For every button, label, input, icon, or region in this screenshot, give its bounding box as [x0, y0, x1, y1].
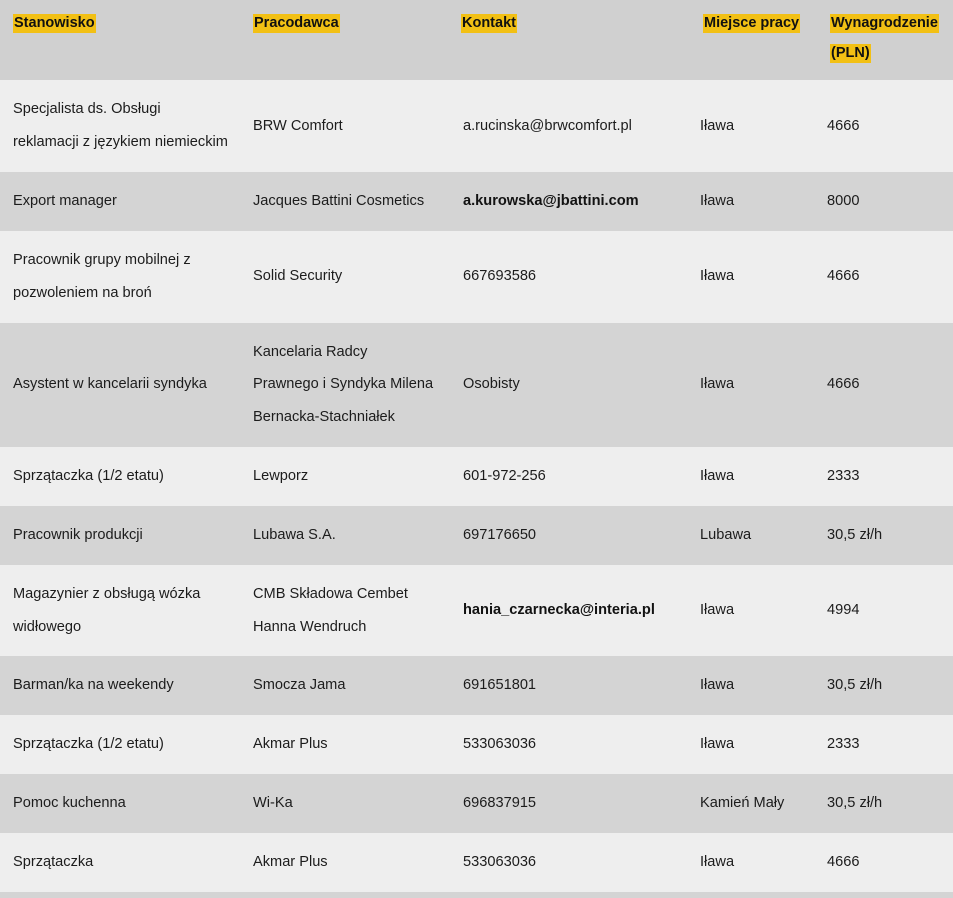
cell-position: Asystent w kancelarii syndyka [13, 376, 207, 393]
cell-place: Iława [700, 468, 735, 485]
header-label: Wynagrodzenie (PLN) [830, 14, 939, 63]
cell-employer: Akmar Plus [253, 853, 328, 870]
table-row[interactable]: Sprzątaczka Akmar Plus 533063036 Iława 4666 [0, 832, 953, 892]
next-row-partial [0, 891, 953, 898]
cell-employer: Jacques Battini Cosmetics [253, 193, 425, 210]
cell-employer: Akmar Plus [253, 736, 328, 753]
cell-place: Iława [700, 376, 735, 393]
cell-employer: Smocza Jama [253, 677, 346, 694]
cell-salary: 30,5 zł/h [827, 677, 883, 694]
cell-place: Iława [700, 602, 735, 619]
cell-position: Barman/ka na weekendy [13, 677, 174, 694]
cell-employer: BRW Comfort [253, 117, 343, 134]
cell-employer: Kancelaria Radcy Prawnego i Syndyka Mile… [253, 343, 434, 426]
cell-place: Iława [700, 736, 735, 753]
table-row[interactable]: Pracownik grupy mobilnej z pozwoleniem n… [0, 230, 953, 323]
cell-salary: 4666 [827, 853, 860, 870]
table-row[interactable]: Pomoc kuchenna Wi-Ka 696837915 Kamień Mały 3… [0, 774, 953, 833]
cell-contact: hania_czarnecka@interia.pl [463, 602, 655, 619]
cell-employer: Lewporz [253, 468, 309, 485]
cell-contact: a.rucinska@brwcomfort.pl [463, 117, 632, 134]
cell-contact: 667693586 [463, 268, 537, 285]
cell-position: Magazynier z obsługą wózka widłowego [13, 585, 201, 635]
cell-place: Lubawa [700, 526, 752, 543]
header-label: Stanowisko [13, 14, 96, 33]
cell-contact: 697176650 [463, 526, 537, 543]
cell-position: Pracownik produkcji [13, 526, 143, 543]
table-row[interactable]: Pracownik produkcji Lubawa S.A. 697176650 L… [0, 505, 953, 565]
cell-position: Pomoc kuchenna [13, 795, 126, 812]
table-row[interactable]: Barman/ka na weekendy Smocza Jama 69165180… [0, 656, 953, 716]
cell-salary: 2333 [827, 468, 860, 485]
cell-salary: 2333 [827, 736, 860, 753]
table-row[interactable]: Sprzątaczka (1/2 etatu) Lewporz 601-972-25… [0, 447, 953, 506]
header-col-salary[interactable]: Wynagrodzenie (PLN) [817, 0, 953, 80]
header-col-employer[interactable]: Pracodawca [240, 0, 448, 80]
cell-contact: 533063036 [463, 853, 537, 870]
cell-employer: Wi-Ka [253, 795, 293, 812]
cell-place: Iława [700, 677, 735, 694]
cell-contact: 601-972-256 [463, 468, 546, 485]
cell-contact: Osobisty [463, 376, 520, 393]
header-col-place[interactable]: Miejsce pracy [690, 0, 817, 80]
cell-salary: 4666 [827, 268, 860, 285]
cell-place: Iława [700, 853, 735, 870]
cell-position: Export manager [13, 193, 117, 210]
cell-salary: 4666 [827, 376, 860, 393]
cell-position: Sprzątaczka (1/2 etatu) [13, 468, 164, 485]
table-body: Specjalista ds. Obsługi reklamacji z jęz… [0, 80, 953, 892]
cell-salary: 8000 [827, 193, 860, 210]
cell-employer: CMB Składowa Cembet Hanna Wendruch [253, 585, 408, 635]
table-header-row: Stanowisko Pracodawca Kontakt Miejsce pracy… [0, 0, 953, 81]
cell-contact: 533063036 [463, 736, 537, 753]
table-row[interactable]: Sprzątaczka (1/2 etatu) Akmar Plus 5330630… [0, 715, 953, 775]
cell-employer: Solid Security [253, 268, 343, 285]
cell-salary: 30,5 zł/h [827, 526, 883, 543]
cell-place: Kamień Mały [700, 795, 785, 812]
cell-contact: a.kurowska@jbattini.com [463, 193, 639, 210]
cell-salary: 4666 [827, 117, 860, 134]
cell-salary: 4994 [827, 602, 860, 619]
header-label: Miejsce pracy [703, 14, 801, 33]
header-label: Kontakt [461, 14, 517, 33]
cell-salary: 30,5 zł/h [827, 795, 883, 812]
cell-position: Specjalista ds. Obsługi reklamacji z jęz… [13, 101, 228, 151]
cell-employer: Lubawa S.A. [253, 526, 336, 543]
cell-position: Sprzątaczka (1/2 etatu) [13, 736, 164, 753]
header-label: Pracodawca [253, 14, 340, 33]
table-header: Stanowisko Pracodawca Kontakt Miejsce pracy… [0, 0, 953, 81]
cell-place: Iława [700, 193, 735, 210]
cell-contact: 696837915 [463, 795, 537, 812]
cell-place: Iława [700, 268, 735, 285]
table-row[interactable]: Asystent w kancelarii syndyka Kancelaria … [0, 322, 953, 448]
cell-position: Sprzątaczka [13, 853, 94, 870]
cell-position: Pracownik grupy mobilnej z pozwoleniem n… [13, 251, 191, 301]
table-row[interactable]: Export manager Jacques Battini Cosmetics a… [0, 172, 953, 231]
cell-contact: 691651801 [463, 677, 537, 694]
header-col-contact[interactable]: Kontakt [448, 0, 690, 80]
header-col-position[interactable]: Stanowisko [0, 0, 240, 80]
cell-place: Iława [700, 117, 735, 134]
table-row[interactable]: Magazynier z obsługą wózka widłowego CMB … [0, 564, 953, 657]
table-row[interactable]: Specjalista ds. Obsługi reklamacji z jęz… [0, 80, 953, 173]
